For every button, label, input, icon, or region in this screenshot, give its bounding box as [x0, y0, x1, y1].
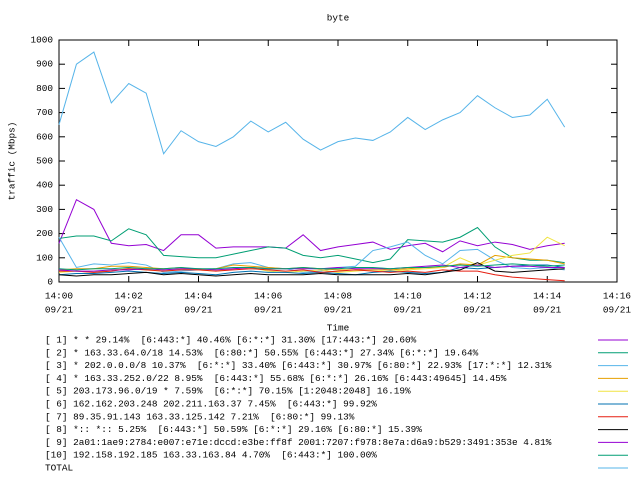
legend-label: [10] 192.158.192.185 163.33.163.84 4.70%… [45, 450, 377, 461]
x-tick-label: 14:16 [603, 290, 632, 301]
series-line [58, 262, 565, 277]
x-tick-date: 09/21 [45, 304, 74, 315]
series-line [58, 236, 565, 273]
series-line [58, 51, 566, 155]
x-tick-date: 09/21 [254, 304, 283, 315]
x-tick-label: 14:10 [394, 290, 423, 301]
chart-title: byte [327, 12, 350, 23]
legend-label: [ 7] 89.35.91.143 163.33.125.142 7.21% [… [45, 411, 355, 422]
legend-label: [ 1] * * 29.14% [6:443:*] 40.46% [6:*:*]… [45, 334, 417, 345]
y-tick-label: 300 [36, 204, 53, 215]
y-tick-label: 500 [36, 155, 53, 166]
y-tick-label: 400 [36, 180, 53, 191]
legend-label: [ 5] 203.173.96.0/19 * 7.59% [6:*:*] 70.… [45, 386, 411, 397]
legend-label: TOTAL [45, 462, 74, 473]
series-line [58, 199, 565, 253]
x-tick-label: 14:06 [254, 290, 283, 301]
legend-label: [ 6] 162.162.203.248 202.211.163.37 7.45… [45, 398, 377, 409]
x-axis-label: Time [327, 322, 350, 333]
x-tick-date: 09/21 [184, 304, 213, 315]
y-axis-label: traffic (Mbps) [6, 122, 17, 201]
legend-label: [ 8] *:: *:: 5.25% [6:443:*] 50.59% [6:*… [45, 424, 422, 435]
x-tick-date: 09/21 [115, 304, 144, 315]
x-tick-label: 14:12 [463, 290, 491, 301]
y-tick-label: 0 [47, 276, 53, 287]
y-tick-label: 1000 [30, 34, 53, 45]
x-tick-label: 14:04 [184, 290, 213, 301]
series-line [59, 268, 565, 282]
x-tick-label: 14:00 [45, 290, 74, 301]
y-tick-label: 600 [36, 131, 53, 142]
series-line [58, 226, 565, 264]
x-tick-label: 14:14 [533, 290, 562, 301]
x-tick-date: 09/21 [463, 304, 492, 315]
legend-label: [ 4] * 163.33.252.0/22 8.95% [6:443:*] 5… [45, 373, 507, 384]
y-tick-label: 200 [36, 228, 53, 239]
y-tick-label: 100 [36, 252, 53, 263]
legend-label: [ 2] * 163.33.64.0/18 14.53% [6:80:*] 50… [45, 347, 479, 358]
y-tick-label: 700 [36, 107, 53, 118]
x-tick-date: 09/21 [324, 304, 353, 315]
x-tick-date: 09/21 [603, 304, 632, 315]
plot-border [58, 39, 618, 283]
x-tick-date: 09/21 [533, 304, 562, 315]
x-tick-label: 14:02 [115, 290, 143, 301]
legend-label: [ 3] * 202.0.0.0/8 10.37% [6:*:*] 33.40%… [45, 360, 552, 371]
y-tick-label: 900 [36, 59, 53, 70]
x-tick-label: 14:08 [324, 290, 353, 301]
x-tick-date: 09/21 [394, 304, 423, 315]
legend-label: [ 9] 2a01:1ae9:2784:e007:e71e:dccd:e3be:… [45, 437, 552, 448]
series-line [58, 263, 565, 271]
y-tick-label: 800 [36, 83, 53, 94]
